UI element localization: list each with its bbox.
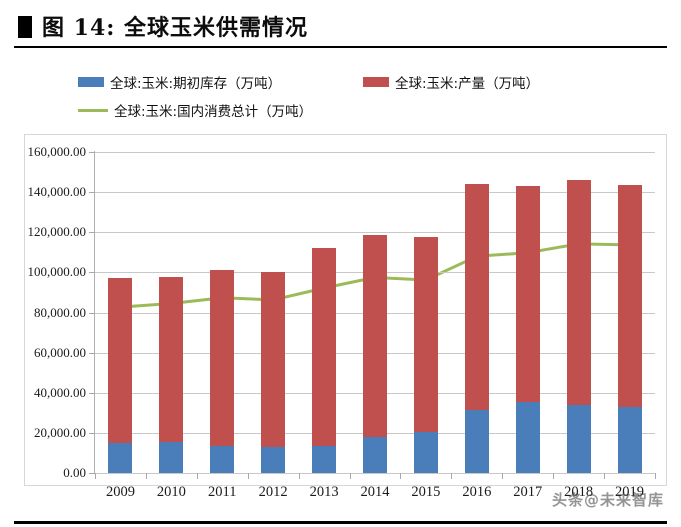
x-axis-label: 2019 <box>615 484 645 500</box>
bar-segment-beginning-stocks[interactable] <box>261 446 286 473</box>
bar-group[interactable] <box>159 152 184 473</box>
bar-segment-production[interactable] <box>312 247 337 447</box>
y-axis-tick <box>89 152 95 153</box>
bar-group[interactable] <box>464 152 489 473</box>
y-axis-label: 160,000.00 <box>27 144 87 159</box>
legend-label-domestic-consumption: 全球:玉米:国内消费总计（万吨） <box>114 104 313 120</box>
legend-item-domestic-consumption[interactable]: 全球:玉米:国内消费总计（万吨） <box>78 100 312 120</box>
y-axis-tick <box>89 192 95 194</box>
bar-segment-beginning-stocks[interactable] <box>464 410 489 473</box>
x-axis-tick <box>145 473 147 479</box>
x-axis-label: 2018 <box>564 484 594 500</box>
title-divider <box>14 46 667 48</box>
chart-legend: 全球:玉米:期初库存（万吨） 全球:玉米:产量（万吨） 全球:玉米:国内消费总计… <box>0 60 681 122</box>
y-axis-tick <box>89 473 95 474</box>
x-axis-label: 2015 <box>411 484 441 500</box>
bar-group[interactable] <box>261 152 286 473</box>
legend-swatch-beginning-stocks <box>78 77 104 87</box>
bar-segment-production[interactable] <box>413 236 438 432</box>
figure-header: 图 14: 全球玉米供需情况 <box>0 0 681 50</box>
footer-divider <box>14 521 667 524</box>
bar-segment-production[interactable] <box>261 272 286 447</box>
gridline <box>95 192 655 194</box>
x-axis-tick <box>553 473 555 479</box>
bar-group[interactable] <box>210 152 235 473</box>
bar-segment-production[interactable] <box>159 276 184 443</box>
y-axis-label: 140,000.00 <box>27 184 87 200</box>
legend-swatch-domestic-consumption <box>78 108 108 112</box>
x-axis-tick <box>247 473 249 479</box>
bar-segment-beginning-stocks[interactable] <box>413 431 438 473</box>
y-axis-label: 40,000.00 <box>34 384 86 400</box>
bar-segment-production[interactable] <box>566 179 591 405</box>
x-axis-label: 2012 <box>258 484 288 500</box>
bar-group[interactable] <box>566 152 591 473</box>
bar-segment-production[interactable] <box>108 278 133 444</box>
bar-segment-beginning-stocks[interactable] <box>159 442 184 473</box>
bar-group[interactable] <box>617 152 642 473</box>
x-axis-tick <box>655 473 656 479</box>
x-axis-label: 2009 <box>105 484 135 500</box>
bar-segment-beginning-stocks[interactable] <box>210 445 235 473</box>
x-axis-tick <box>349 473 351 479</box>
y-axis-label: 20,000.00 <box>34 424 86 440</box>
y-axis-label: 100,000.00 <box>27 264 87 280</box>
bar-segment-beginning-stocks[interactable] <box>312 446 337 473</box>
x-axis-tick <box>451 473 453 479</box>
bar-group[interactable] <box>515 152 540 473</box>
y-axis-tick <box>89 432 95 434</box>
x-axis-tick <box>400 473 402 479</box>
legend-label-beginning-stocks: 全球:玉米:期初库存（万吨） <box>110 76 282 92</box>
y-axis-label: 60,000.00 <box>34 344 86 360</box>
bar-segment-beginning-stocks[interactable] <box>515 402 540 473</box>
y-axis-label: 0.00 <box>63 465 86 480</box>
title-accent-bar <box>18 16 32 38</box>
legend-label-production: 全球:玉米:产量（万吨） <box>395 76 540 92</box>
x-axis-tick <box>298 473 300 479</box>
y-axis-tick <box>89 312 95 314</box>
x-axis-tick <box>604 473 606 479</box>
bar-group[interactable] <box>312 152 337 473</box>
x-axis-tick <box>196 473 198 479</box>
y-axis-tick <box>89 392 95 394</box>
bar-segment-beginning-stocks[interactable] <box>108 443 133 473</box>
y-axis-label: 80,000.00 <box>34 304 86 320</box>
y-axis-tick <box>89 232 95 234</box>
x-axis-label: 2011 <box>208 484 237 500</box>
legend-swatch-production <box>363 77 389 87</box>
y-axis-label: 120,000.00 <box>27 224 87 240</box>
x-axis-label: 2014 <box>360 484 390 500</box>
y-axis: 0.00 20,000.00 40,000.00 60,000.00 80,000.00… <box>0 0 87 527</box>
x-axis-label: 2010 <box>156 484 186 500</box>
y-axis-tick <box>89 272 95 274</box>
bar-segment-production[interactable] <box>617 185 642 408</box>
bar-group[interactable] <box>363 152 387 473</box>
gridline <box>95 232 655 234</box>
bar-segment-production[interactable] <box>210 270 235 446</box>
bar-group[interactable] <box>108 152 133 473</box>
chart-plot-area: 2009 2010 2011 2012 2013 2014 2015 2016 2017 2018… <box>89 152 656 500</box>
legend-item-production[interactable]: 全球:玉米:产量（万吨） <box>363 72 539 92</box>
gridline <box>95 152 655 153</box>
gridline <box>95 473 655 474</box>
bar-segment-production[interactable] <box>464 184 489 411</box>
bar-group[interactable] <box>413 152 438 473</box>
x-axis-tick <box>502 473 504 479</box>
bar-segment-beginning-stocks[interactable] <box>617 407 642 473</box>
x-axis-label: 2017 <box>513 484 543 500</box>
bar-segment-beginning-stocks[interactable] <box>363 436 387 473</box>
bar-segment-beginning-stocks[interactable] <box>566 404 591 473</box>
bar-segment-production[interactable] <box>515 185 540 403</box>
legend-item-beginning-stocks[interactable]: 全球:玉米:期初库存（万吨） <box>78 72 281 92</box>
bar-segment-production[interactable] <box>363 235 387 437</box>
y-axis-tick <box>89 352 95 354</box>
page-title: 图 14: 全球玉米供需情况 <box>42 15 309 41</box>
x-axis-label: 2013 <box>309 484 339 500</box>
x-axis-tick <box>95 473 96 479</box>
x-axis-label: 2016 <box>462 484 492 500</box>
